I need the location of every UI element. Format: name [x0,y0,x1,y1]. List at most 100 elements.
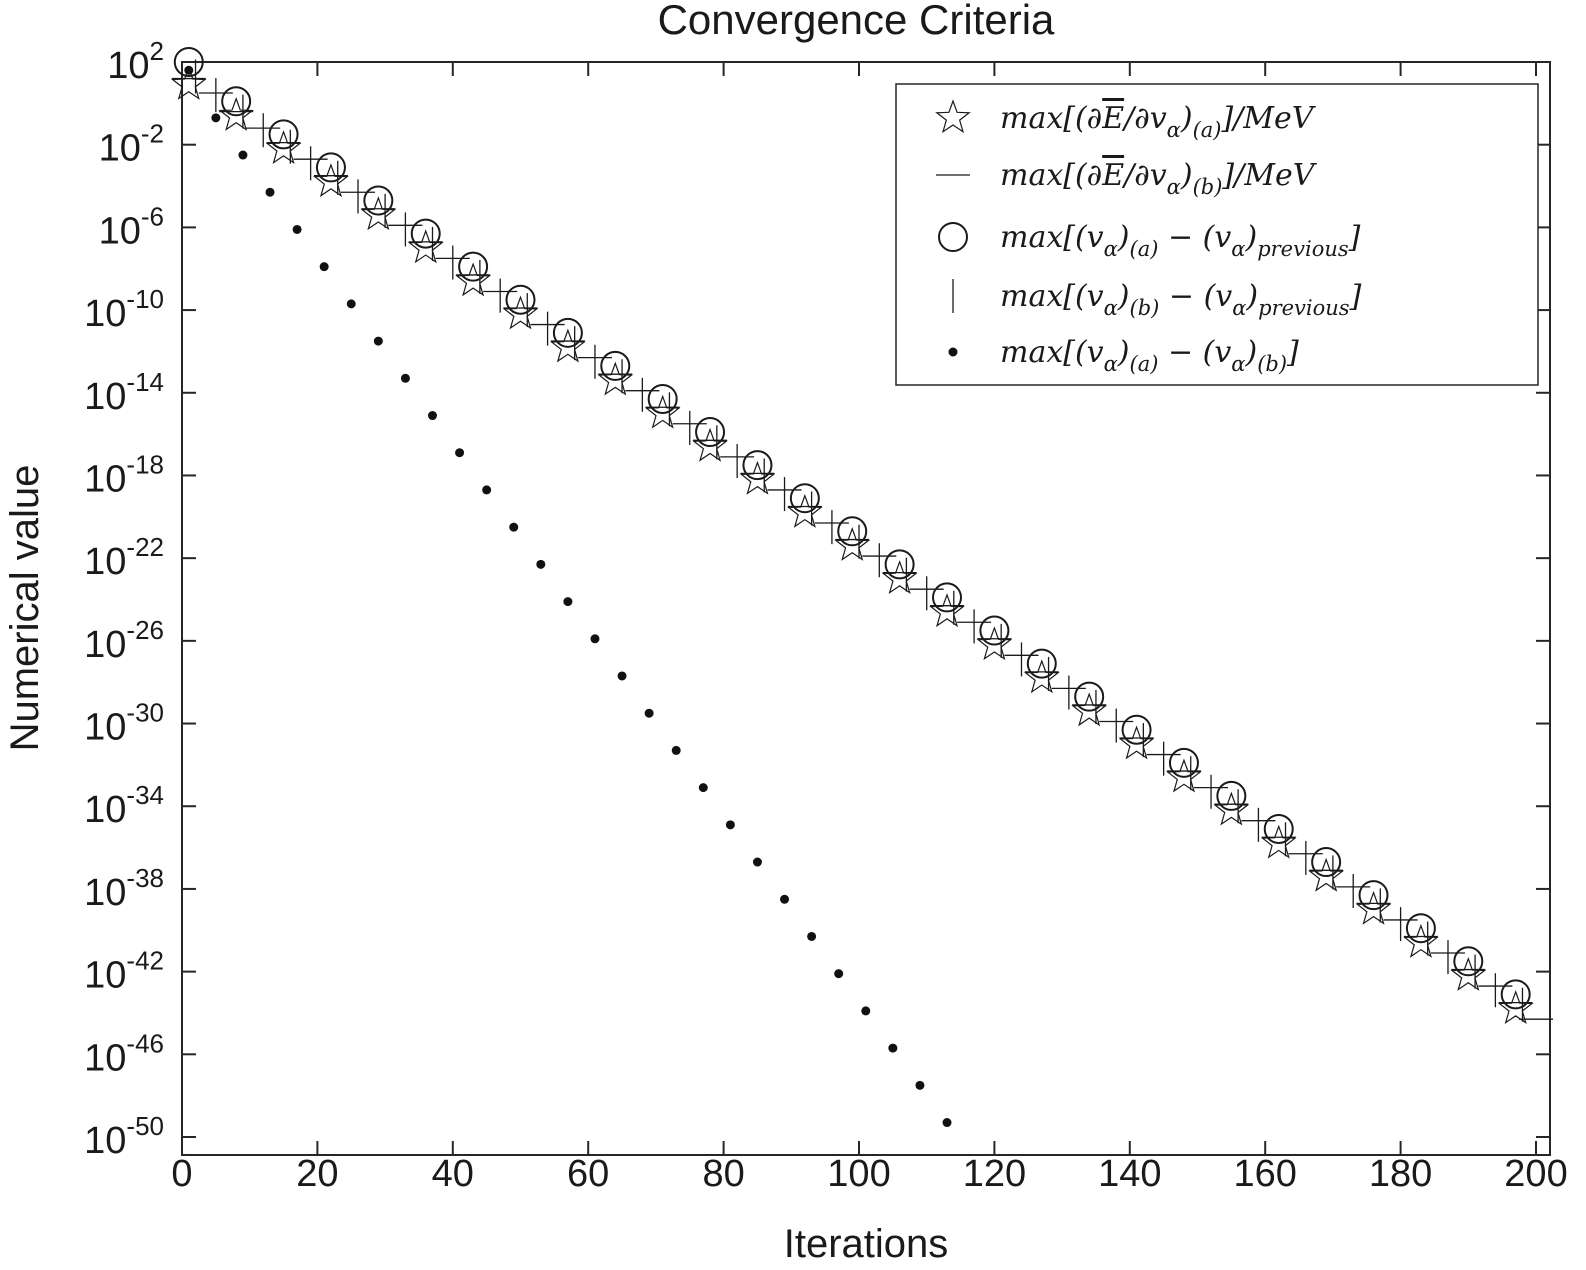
data-point-star [360,196,397,231]
data-point-star [1213,791,1250,826]
data-point-dot [834,969,844,979]
data-point-star [1166,758,1202,793]
data-point-circle [410,218,441,249]
series-star [170,65,1534,1025]
legend: max[(∂E/∂vα)(a)]/MeV max[(∂E/∂vα)(b)]/MeV… [895,83,1539,386]
y-tick-label: 10-46 [84,1028,164,1079]
data-point-star [786,493,823,528]
data-point-star [1118,725,1155,760]
y-tick-label: 10-38 [84,863,164,914]
data-point-dot [346,299,356,309]
x-tick-label: 180 [1369,1153,1432,1195]
axis-ticks [181,61,1550,1155]
data-point-star [834,526,871,561]
chart-title: Convergence Criteria [658,0,1055,43]
data-point-dot [915,1080,925,1090]
x-axis-label: Iterations [784,1222,949,1266]
data-point-circle [552,317,583,348]
data-point-circle [315,152,346,183]
data-point-circle [1216,780,1247,811]
data-point-star [644,394,681,429]
data-point-circle [1121,714,1152,745]
x-tick-label: 200 [1504,1153,1567,1195]
data-point-dot [400,373,410,383]
data-point-dot [184,65,194,75]
series-vline [194,59,1524,1022]
data-point-dot [807,931,817,941]
data-point-dot [888,1043,898,1053]
y-tick-labels: 102 10-2 10-6 10-10 10-14 10-18 10-22 10-26 10-3… [84,36,164,1162]
data-point-circle [173,47,204,77]
data-point-circle [1263,813,1294,844]
data-point-dot [211,113,221,123]
data-point-dot [238,150,248,160]
legend-entry-label: max[(∂E/∂vα)(b)]/MeV [1000,158,1318,199]
y-tick-label: 10-22 [84,532,164,583]
y-tick-label: 102 [107,36,164,87]
x-tick-label: 40 [432,1153,474,1195]
data-point-star [407,229,444,264]
data-point-circle [1074,681,1105,712]
x-tick-label: 160 [1233,1153,1296,1195]
data-point-dot [752,857,762,867]
data-point-circle [505,284,536,315]
y-tick-label: 10-42 [84,946,164,997]
data-point-circle [1500,979,1531,1010]
data-series [170,47,1553,1128]
data-point-circle [884,549,915,580]
legend-marker-circle [938,222,968,252]
data-point-circle [1405,913,1436,944]
data-point-circle [695,417,726,448]
data-point-circle [1311,847,1342,878]
x-tick-labels: 0 20 40 60 80 100 120 140 160 180 200 [171,1153,1567,1195]
data-point-circle [979,615,1010,646]
data-point-star [313,163,349,198]
legend-entry-label: max[(∂E/∂vα)(a)]/MeV [1000,101,1317,142]
data-point-dot [698,783,708,793]
data-point-star [1071,692,1108,727]
data-point-star [976,626,1013,661]
data-point-dot [590,634,600,644]
data-point-dot [265,187,275,197]
data-point-circle [268,119,299,150]
data-point-circle [458,251,489,282]
data-point-star [1497,990,1534,1025]
x-tick-label: 0 [171,1153,192,1195]
x-tick-label: 60 [567,1153,609,1195]
data-point-star [1260,824,1297,859]
data-point-dot [455,448,465,458]
legend-marker-star [935,99,971,134]
data-point-dot [563,597,573,607]
data-point-circle [363,185,394,216]
series-dot [184,65,952,1128]
data-point-dot [725,820,735,830]
data-point-star [550,328,586,363]
data-point-circle [1358,880,1389,911]
legend-box [895,83,1539,386]
y-tick-label: 10-2 [99,119,164,170]
data-point-dot [482,485,492,495]
data-point-dot [644,708,654,718]
data-point-star [170,65,207,100]
plot-area-frame [181,61,1551,1156]
data-point-circle [837,516,868,547]
data-point-star [218,96,255,131]
data-point-dot [942,1118,952,1128]
data-point-circle [1026,648,1057,679]
x-tick-label: 20 [296,1153,338,1195]
data-point-dot [617,671,627,681]
data-point-dot [861,1006,871,1016]
series-circle [173,47,1531,1010]
data-point-star [1308,857,1344,892]
y-tick-label: 10-26 [84,615,164,666]
data-point-circle [600,350,631,381]
data-point-star [929,593,965,628]
legend-marker-dot [948,347,958,357]
data-point-circle [647,383,678,414]
data-point-circle [789,483,820,514]
data-point-star [692,427,728,462]
y-tick-label: 10-10 [84,284,164,335]
data-point-circle [221,86,252,117]
data-point-star [1023,659,1060,694]
